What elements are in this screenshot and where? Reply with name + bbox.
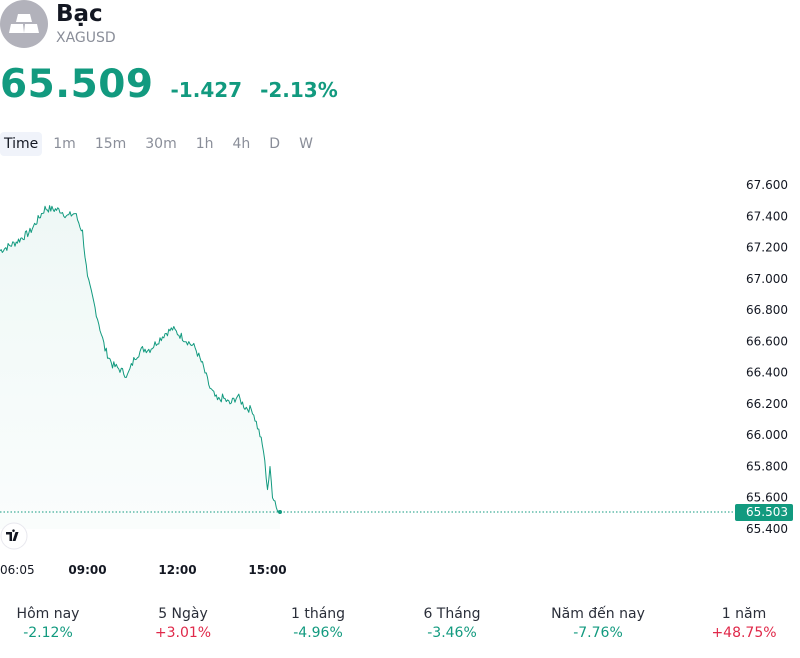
price-chart[interactable]: 67.600 67.400 67.200 67.000 66.800 66.600 66.4… bbox=[0, 168, 800, 588]
y-tick-label: 65.800 bbox=[746, 459, 788, 473]
period-label: 1 năm bbox=[721, 606, 767, 622]
period-change: -7.76% bbox=[573, 625, 623, 641]
last-price: 65.509 bbox=[0, 62, 154, 107]
y-tick-label: 67.400 bbox=[746, 209, 788, 223]
interval-tab-15m[interactable]: 15m bbox=[94, 136, 127, 152]
asset-name: Bạc bbox=[56, 1, 103, 27]
price-line bbox=[0, 205, 281, 513]
interval-tab-time[interactable]: Time bbox=[0, 132, 43, 156]
period-label: Năm đến nay bbox=[551, 606, 645, 622]
price-area-fill bbox=[0, 205, 280, 529]
y-tick-label: 65.400 bbox=[746, 522, 788, 536]
tradingview-logo-icon bbox=[0, 522, 28, 550]
asset-header: Bạc XAGUSD bbox=[0, 0, 800, 60]
period-change: -2.12% bbox=[23, 625, 73, 641]
period-change: -4.96% bbox=[293, 625, 343, 641]
y-tick-label: 67.000 bbox=[746, 272, 788, 286]
interval-tab-4h[interactable]: 4h bbox=[232, 136, 251, 152]
period-change: -3.46% bbox=[427, 625, 477, 641]
interval-tab-1h[interactable]: 1h bbox=[195, 136, 214, 152]
asset-symbol: XAGUSD bbox=[56, 30, 116, 46]
period-label: 6 Tháng bbox=[423, 606, 481, 622]
x-tick-label: 12:00 bbox=[158, 563, 196, 577]
y-tick-label: 65.600 bbox=[746, 491, 788, 505]
y-tick-label: 67.200 bbox=[746, 241, 788, 255]
interval-tab-30m[interactable]: 30m bbox=[145, 136, 177, 152]
performance-period[interactable]: 1 năm +48.75% bbox=[711, 604, 776, 642]
y-tick-label: 66.600 bbox=[746, 334, 788, 348]
period-change: +3.01% bbox=[154, 625, 212, 641]
quote-row: 65.509 -1.427 -2.13% bbox=[0, 62, 338, 112]
silver-bars-icon bbox=[0, 0, 48, 48]
last-price-dot bbox=[278, 509, 282, 514]
performance-period[interactable]: Năm đến nay -7.76% bbox=[551, 604, 645, 642]
period-label: 5 Ngày bbox=[158, 606, 208, 622]
last-price-badge-label: 65.503 bbox=[746, 505, 788, 519]
performance-strip: Hôm nay -2.12% 5 Ngày +3.01% 1 tháng -4.96% 6 … bbox=[0, 604, 800, 654]
price-change-percent: -2.13% bbox=[260, 78, 338, 102]
y-tick-label: 66.400 bbox=[746, 366, 788, 380]
period-label: 1 tháng bbox=[290, 606, 346, 622]
performance-period[interactable]: 1 tháng -4.96% bbox=[291, 604, 345, 642]
interval-tabs: Time 1m 15m 30m 1h 4h D W bbox=[0, 132, 324, 156]
performance-period[interactable]: 5 Ngày +3.01% bbox=[155, 604, 211, 642]
x-tick-label: 09:00 bbox=[68, 563, 106, 577]
performance-period[interactable]: Hôm nay -2.12% bbox=[17, 604, 80, 642]
interval-tab-d[interactable]: D bbox=[269, 136, 281, 152]
performance-period[interactable]: 6 Tháng -3.46% bbox=[423, 604, 480, 642]
y-tick-label: 67.600 bbox=[746, 178, 788, 192]
price-change: -1.427 bbox=[170, 78, 243, 102]
y-tick-label: 66.800 bbox=[746, 303, 788, 317]
interval-tab-w[interactable]: W bbox=[299, 136, 313, 152]
x-tick-label: 15:00 bbox=[248, 563, 286, 577]
period-label: Hôm nay bbox=[16, 606, 80, 622]
y-tick-label: 66.000 bbox=[746, 428, 788, 442]
x-tick-label: 06:05 bbox=[0, 563, 35, 577]
period-change: +48.75% bbox=[711, 625, 777, 641]
y-tick-label: 66.200 bbox=[746, 397, 788, 411]
last-price-badge bbox=[735, 503, 793, 521]
interval-tab-1m[interactable]: 1m bbox=[53, 136, 76, 152]
